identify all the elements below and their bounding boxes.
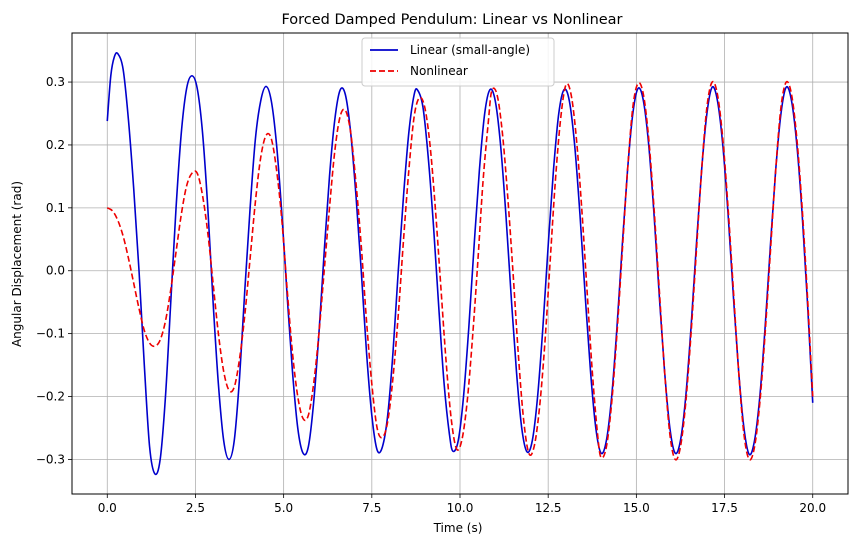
y-tick-label: −0.3 [36, 452, 65, 466]
y-tick-label: 0.0 [46, 264, 65, 278]
grid [72, 33, 848, 494]
y-tick-label: 0.1 [46, 201, 65, 215]
legend-label-linear: Linear (small-angle) [410, 43, 530, 57]
x-axis-label: Time (s) [433, 521, 483, 535]
x-tick-label: 5.0 [274, 501, 293, 515]
y-tick-label: −0.2 [36, 390, 65, 404]
x-tick-label: 0.0 [98, 501, 117, 515]
x-axis-ticks: 0.0 2.5 5.0 7.5 10.0 12.5 15.0 17.5 20.0 [98, 494, 826, 515]
x-tick-label: 15.0 [623, 501, 650, 515]
x-tick-label: 20.0 [799, 501, 826, 515]
x-tick-label: 2.5 [186, 501, 205, 515]
series-lines [106, 52, 814, 476]
x-tick-label: 17.5 [711, 501, 738, 515]
y-axis-label: Angular Displacement (rad) [10, 181, 24, 347]
y-tick-label: −0.1 [36, 327, 65, 341]
y-tick-label: 0.3 [46, 75, 65, 89]
legend-box [361, 37, 555, 87]
x-tick-label: 10.0 [447, 501, 474, 515]
x-tick-label: 7.5 [362, 501, 381, 515]
legend-label-nonlinear: Nonlinear [410, 64, 468, 78]
chart-title: Forced Damped Pendulum: Linear vs Nonlin… [281, 12, 622, 28]
y-axis-ticks: −0.3 −0.2 −0.1 0.0 0.1 0.2 0.3 [36, 75, 72, 466]
x-tick-label: 12.5 [535, 501, 562, 515]
legend: Linear (small-angle) Nonlinear [361, 37, 555, 87]
y-tick-label: 0.2 [46, 138, 65, 152]
